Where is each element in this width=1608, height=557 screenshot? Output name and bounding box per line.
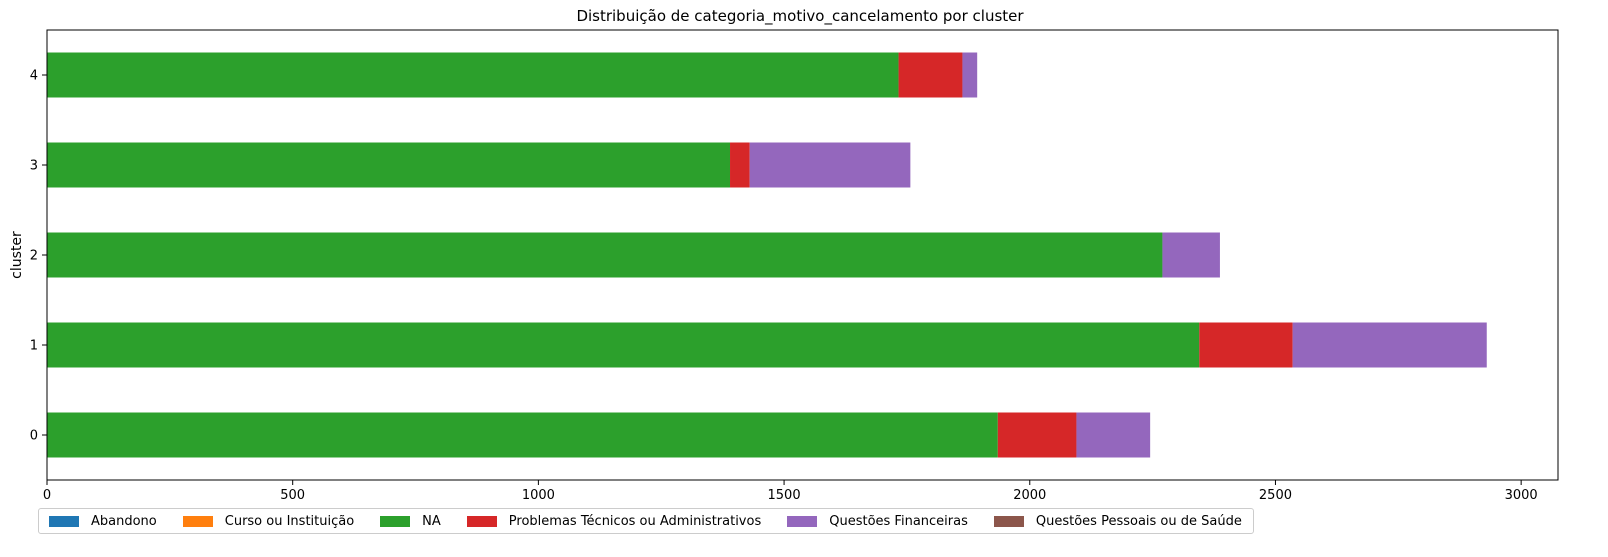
bar-cluster-1-series-4 xyxy=(1292,322,1487,368)
chart-title: Distribuição de categoria_motivo_cancela… xyxy=(576,7,1024,26)
bar-cluster-0-series-4 xyxy=(1076,412,1151,458)
bar-cluster-4-series-2 xyxy=(47,52,899,98)
x-tick-label: 2000 xyxy=(1013,488,1046,503)
legend-item-4: Questões Financeiras xyxy=(787,514,968,529)
bar-cluster-3-series-2 xyxy=(47,142,731,188)
bar-cluster-4-series-4 xyxy=(962,52,978,98)
legend-label: Questões Pessoais ou de Saúde xyxy=(1035,513,1242,529)
legend-item-2: NA xyxy=(380,514,441,529)
bars-group xyxy=(47,52,1487,458)
y-axis: 0 1 2 3 4 xyxy=(30,69,47,444)
legend-swatch xyxy=(993,515,1024,527)
bar-cluster-4-series-3 xyxy=(898,52,963,98)
legend: Abandono Curso ou Instituição NA Problemas … xyxy=(38,508,1254,534)
legend-item-5: Questões Pessoais ou de Saúde xyxy=(993,513,1242,529)
bar-cluster-1-series-2 xyxy=(47,322,1200,368)
x-tick-label: 3000 xyxy=(1505,488,1538,503)
bar-cluster-2-series-2 xyxy=(47,232,1163,278)
legend-swatch xyxy=(380,515,411,527)
legend-label: Curso ou Instituição xyxy=(224,513,355,529)
bar-cluster-2-series-4 xyxy=(1162,232,1220,278)
y-axis-label: cluster xyxy=(9,231,25,279)
y-tick-label: 4 xyxy=(30,69,38,84)
y-tick-label: 1 xyxy=(30,339,38,354)
legend-item-3: Problemas Técnicos ou Administrativos xyxy=(466,513,762,529)
y-tick-label: 0 xyxy=(30,429,38,444)
bar-cluster-1-series-3 xyxy=(1199,322,1293,368)
bar-cluster-3-series-3 xyxy=(730,142,750,188)
legend-item-1: Curso ou Instituição xyxy=(182,513,355,529)
legend-label: Questões Financeiras xyxy=(829,513,968,529)
x-tick-label: 2500 xyxy=(1259,488,1292,503)
bar-cluster-0-series-3 xyxy=(997,412,1077,458)
legend-item-0: Abandono xyxy=(49,514,157,529)
x-axis: 0 500 1000 1500 2000 2500 3000 xyxy=(43,480,1538,503)
bar-cluster-3-series-4 xyxy=(749,142,911,188)
x-tick-label: 1500 xyxy=(768,488,801,503)
legend-swatch xyxy=(49,515,79,527)
x-tick-label: 0 xyxy=(43,488,51,503)
legend-swatch xyxy=(787,515,818,527)
x-tick-label: 1000 xyxy=(522,488,555,503)
legend-swatch xyxy=(182,515,213,527)
bar-cluster-0-series-2 xyxy=(47,412,998,458)
x-tick-label: 500 xyxy=(280,488,305,503)
legend-label: Abandono xyxy=(91,513,157,529)
legend-label: NA xyxy=(422,513,441,529)
legend-label: Problemas Técnicos ou Administrativos xyxy=(508,513,762,529)
y-tick-label: 3 xyxy=(30,159,38,174)
legend-swatch xyxy=(466,515,497,527)
y-tick-label: 2 xyxy=(30,249,38,264)
